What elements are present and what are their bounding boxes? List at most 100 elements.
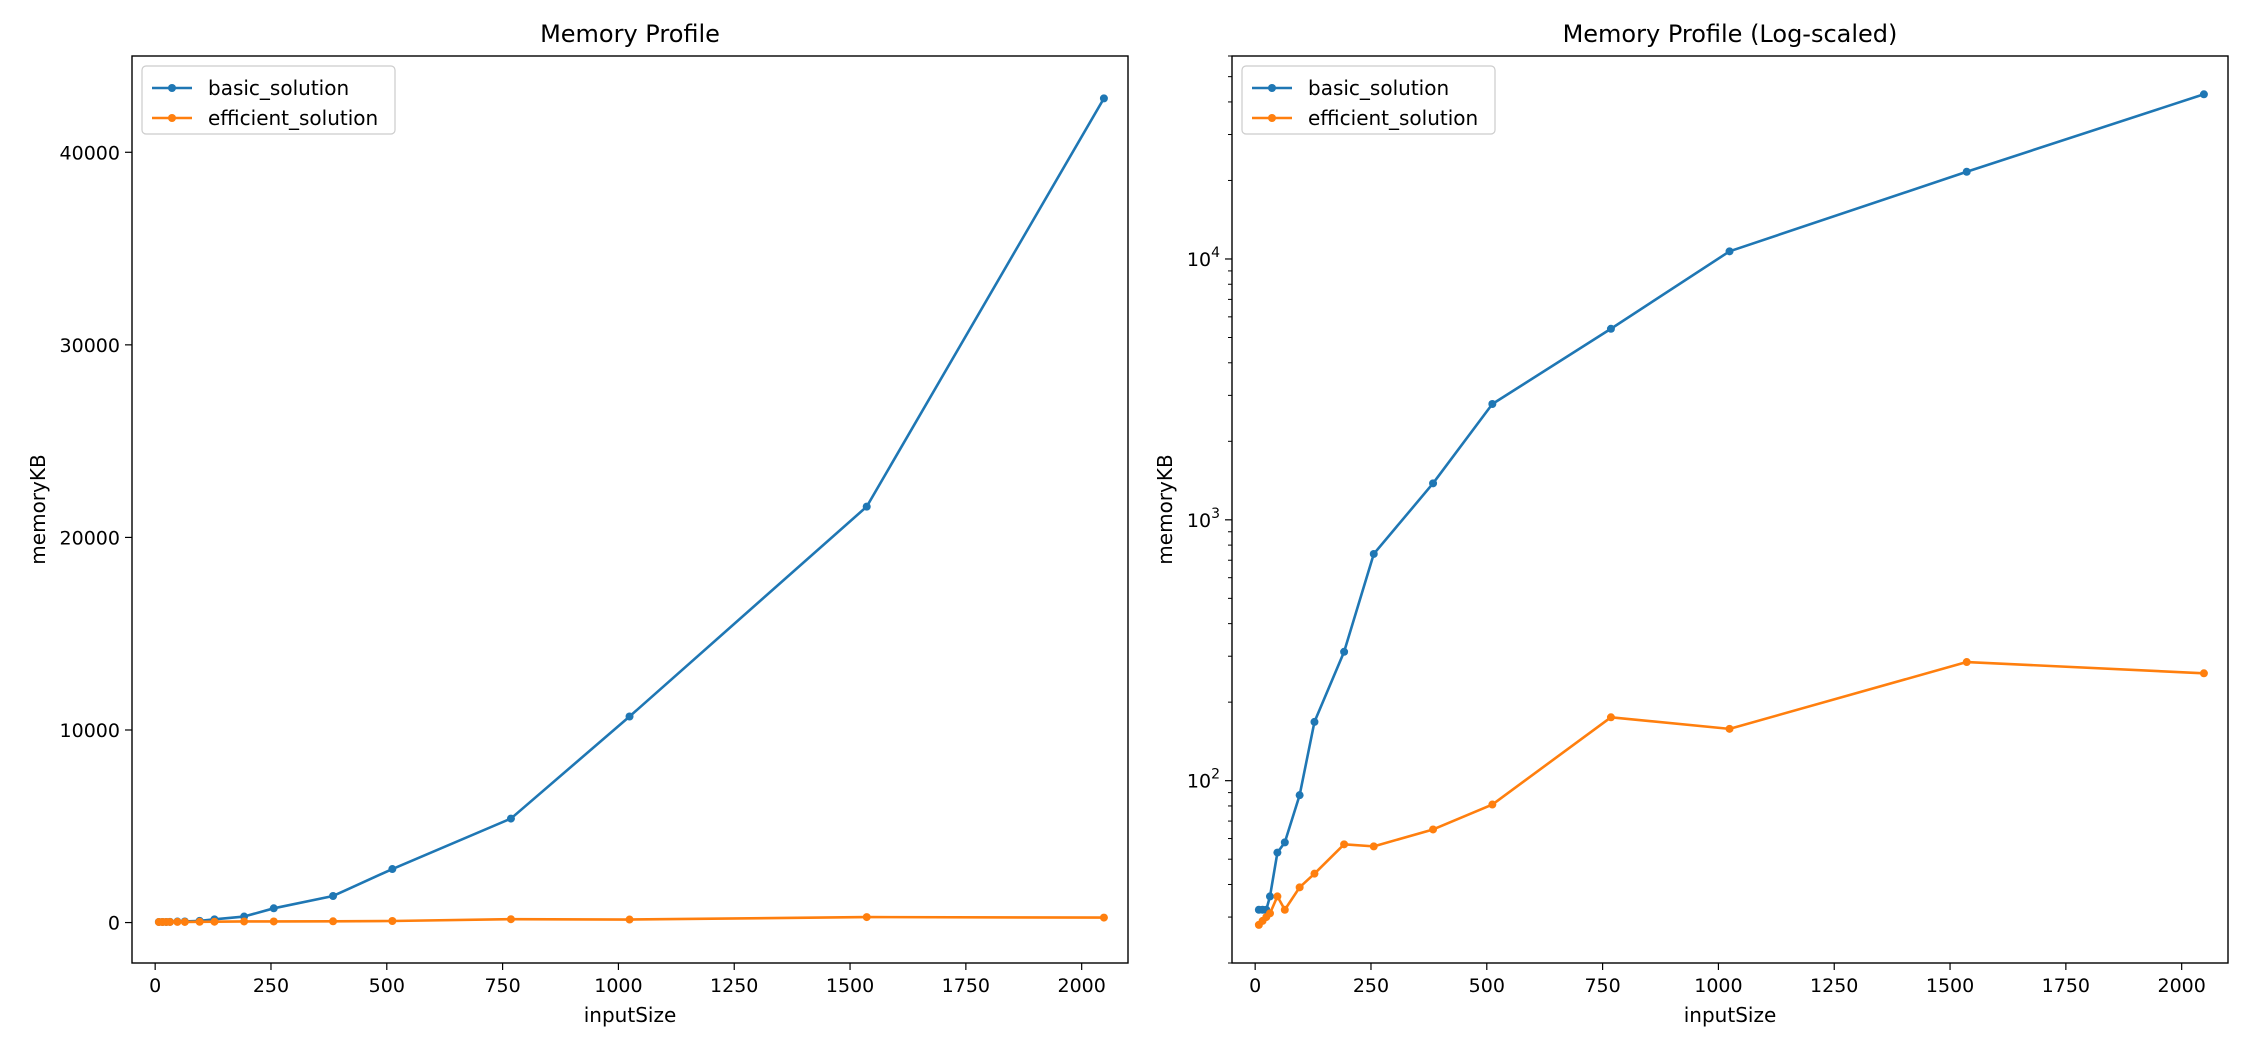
data-point (195, 917, 204, 926)
data-point (1280, 905, 1289, 914)
legend-box (1241, 65, 1496, 135)
data-point (1725, 247, 1734, 256)
x-tick-label: 1500 (1926, 975, 1974, 997)
series-basic_solution (154, 94, 1108, 926)
data-point (1369, 842, 1378, 851)
legend-label: efficient_solution (208, 106, 378, 130)
chart-panel-log: Memory Profile (Log-scaled) 0 250 500 750 100… (1153, 20, 2229, 1027)
x-tick-label: 1250 (1810, 975, 1858, 997)
x-axis-label: inputSize (1684, 1003, 1777, 1027)
data-point (269, 917, 278, 926)
data-point (1340, 840, 1349, 849)
y-tick-label: 20000 (60, 527, 120, 549)
plot-frame (131, 55, 1129, 964)
data-point (1310, 717, 1319, 726)
x-tick-label: 2000 (2157, 975, 2205, 997)
data-point (165, 917, 174, 926)
x-tick-label: 750 (484, 975, 520, 997)
y-tick-label: 10000 (60, 720, 120, 742)
x-tick-label: 0 (149, 975, 161, 997)
y-tick-label: 40000 (60, 142, 120, 164)
x-tick-label: 1250 (710, 975, 758, 997)
data-point (1280, 838, 1289, 847)
data-point (625, 915, 634, 924)
legend-label: efficient_solution (1308, 106, 1478, 130)
data-point (1606, 324, 1615, 333)
x-tick-label: 1000 (1694, 975, 1742, 997)
legend-label: basic_solution (208, 76, 349, 100)
series-line (158, 97, 1106, 924)
x-tick-label: 500 (1469, 975, 1505, 997)
data-point (388, 865, 397, 874)
legend-swatch-marker (168, 84, 176, 92)
data-point (506, 814, 515, 823)
data-point (1488, 800, 1497, 809)
legend-swatch-marker (168, 114, 176, 122)
data-point (1099, 913, 1108, 922)
data-point (173, 917, 182, 926)
series-line (1257, 660, 2204, 926)
legend: basic_solution efficient_solution (141, 65, 396, 135)
legend-swatch-marker (1268, 84, 1276, 92)
x-tick-label: 1500 (826, 975, 874, 997)
legend-box (141, 65, 396, 135)
data-point (862, 502, 871, 511)
data-point (1099, 94, 1108, 103)
data-point (180, 917, 189, 926)
data-point (269, 904, 278, 913)
data-point (1962, 167, 1971, 176)
data-point (1265, 892, 1274, 901)
x-tick-label: 500 (369, 975, 405, 997)
y-tick-label: 102 (1187, 767, 1220, 793)
data-point (210, 917, 219, 926)
plot-frame (1231, 55, 2229, 964)
data-point (506, 915, 515, 924)
y-axis-label: memoryKB (1153, 454, 1177, 564)
x-tick-label: 0 (1249, 975, 1261, 997)
x-tick-label: 750 (1584, 975, 1620, 997)
data-point (1429, 825, 1438, 834)
data-point (1273, 848, 1282, 857)
data-point (1340, 647, 1349, 656)
data-point (1295, 883, 1304, 892)
x-tick-label: 250 (1353, 975, 1389, 997)
series-efficient_solution (154, 913, 1108, 927)
data-point (240, 917, 249, 926)
x-axis-label: inputSize (584, 1003, 677, 1027)
legend: basic_solution efficient_solution (1241, 65, 1496, 135)
data-point (1310, 869, 1319, 878)
data-point (1429, 479, 1438, 488)
y-tick-label: 30000 (60, 335, 120, 357)
data-point (2199, 90, 2208, 99)
data-point (329, 891, 338, 900)
series-line (1258, 93, 2205, 912)
chart-panel-linear: Memory Profile 0 250 500 750 1000 1250 1500 1750… (26, 20, 1129, 1027)
data-point (388, 917, 397, 926)
x-tick-label: 1750 (942, 975, 990, 997)
data-point (1606, 713, 1615, 722)
x-tick-label: 250 (253, 975, 289, 997)
y-tick-label: 103 (1187, 506, 1220, 532)
y-axis-label: memoryKB (26, 454, 50, 564)
data-point (1962, 658, 1971, 667)
data-point (2199, 669, 2208, 678)
chart-title: Memory Profile (Log-scaled) (1563, 20, 1898, 48)
legend-label: basic_solution (1308, 76, 1449, 100)
data-point (1369, 549, 1378, 558)
data-point (1265, 909, 1274, 918)
x-tick-label: 2000 (1057, 975, 1105, 997)
x-tick-label: 1750 (2042, 975, 2090, 997)
data-point (625, 712, 634, 721)
y-tick-label: 104 (1187, 245, 1220, 271)
legend-swatch-marker (1268, 114, 1276, 122)
series-basic_solution (1254, 90, 2208, 914)
x-tick-label: 1000 (594, 975, 642, 997)
data-point (1273, 892, 1282, 901)
data-point (1295, 791, 1304, 800)
chart-title: Memory Profile (540, 20, 720, 48)
data-point (1488, 399, 1497, 408)
y-tick-label: 0 (108, 913, 120, 935)
data-point (329, 917, 338, 926)
series-efficient_solution (1254, 658, 2208, 929)
